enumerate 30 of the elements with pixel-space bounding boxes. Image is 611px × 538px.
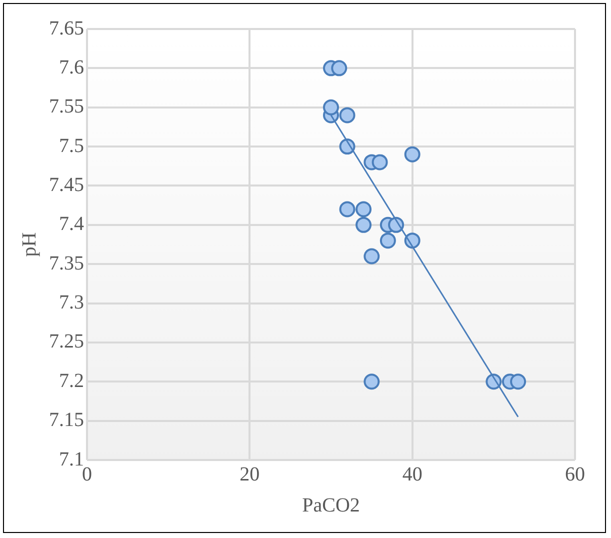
y-tick-label: 7.3	[59, 292, 84, 314]
y-tick-label: 7.25	[49, 330, 84, 353]
point	[356, 201, 372, 218]
x-tick-label: 40	[402, 463, 422, 486]
y-tick-label: 7.1	[59, 448, 84, 470]
y-tick-label: 7.4	[59, 213, 84, 236]
point	[323, 99, 339, 116]
point	[380, 232, 396, 249]
y-tick-label: 7.55	[49, 96, 84, 118]
x-tick-label: 20	[240, 463, 260, 486]
point	[364, 248, 380, 264]
y-tick-label: 7.15	[49, 409, 84, 432]
y-tick-label: 7.5	[59, 134, 84, 157]
y-tick-label: 7.45	[49, 174, 84, 196]
point	[364, 374, 380, 390]
point	[339, 107, 356, 124]
y-tick-label: 7.35	[49, 252, 84, 274]
point	[331, 60, 348, 76]
x-tick-label: 60	[565, 463, 585, 486]
point	[404, 146, 420, 162]
point	[372, 154, 388, 170]
point	[339, 201, 356, 218]
y-axis-title: pH	[18, 232, 40, 257]
y-tick-label: 7.65	[49, 17, 84, 40]
x-axis-title: PaCO2	[302, 494, 360, 516]
y-tick-label: 7.6	[59, 56, 84, 78]
x-tick-label: 0	[82, 463, 92, 486]
point	[510, 374, 526, 390]
y-tick-label: 7.2	[59, 370, 84, 392]
point	[356, 216, 372, 233]
